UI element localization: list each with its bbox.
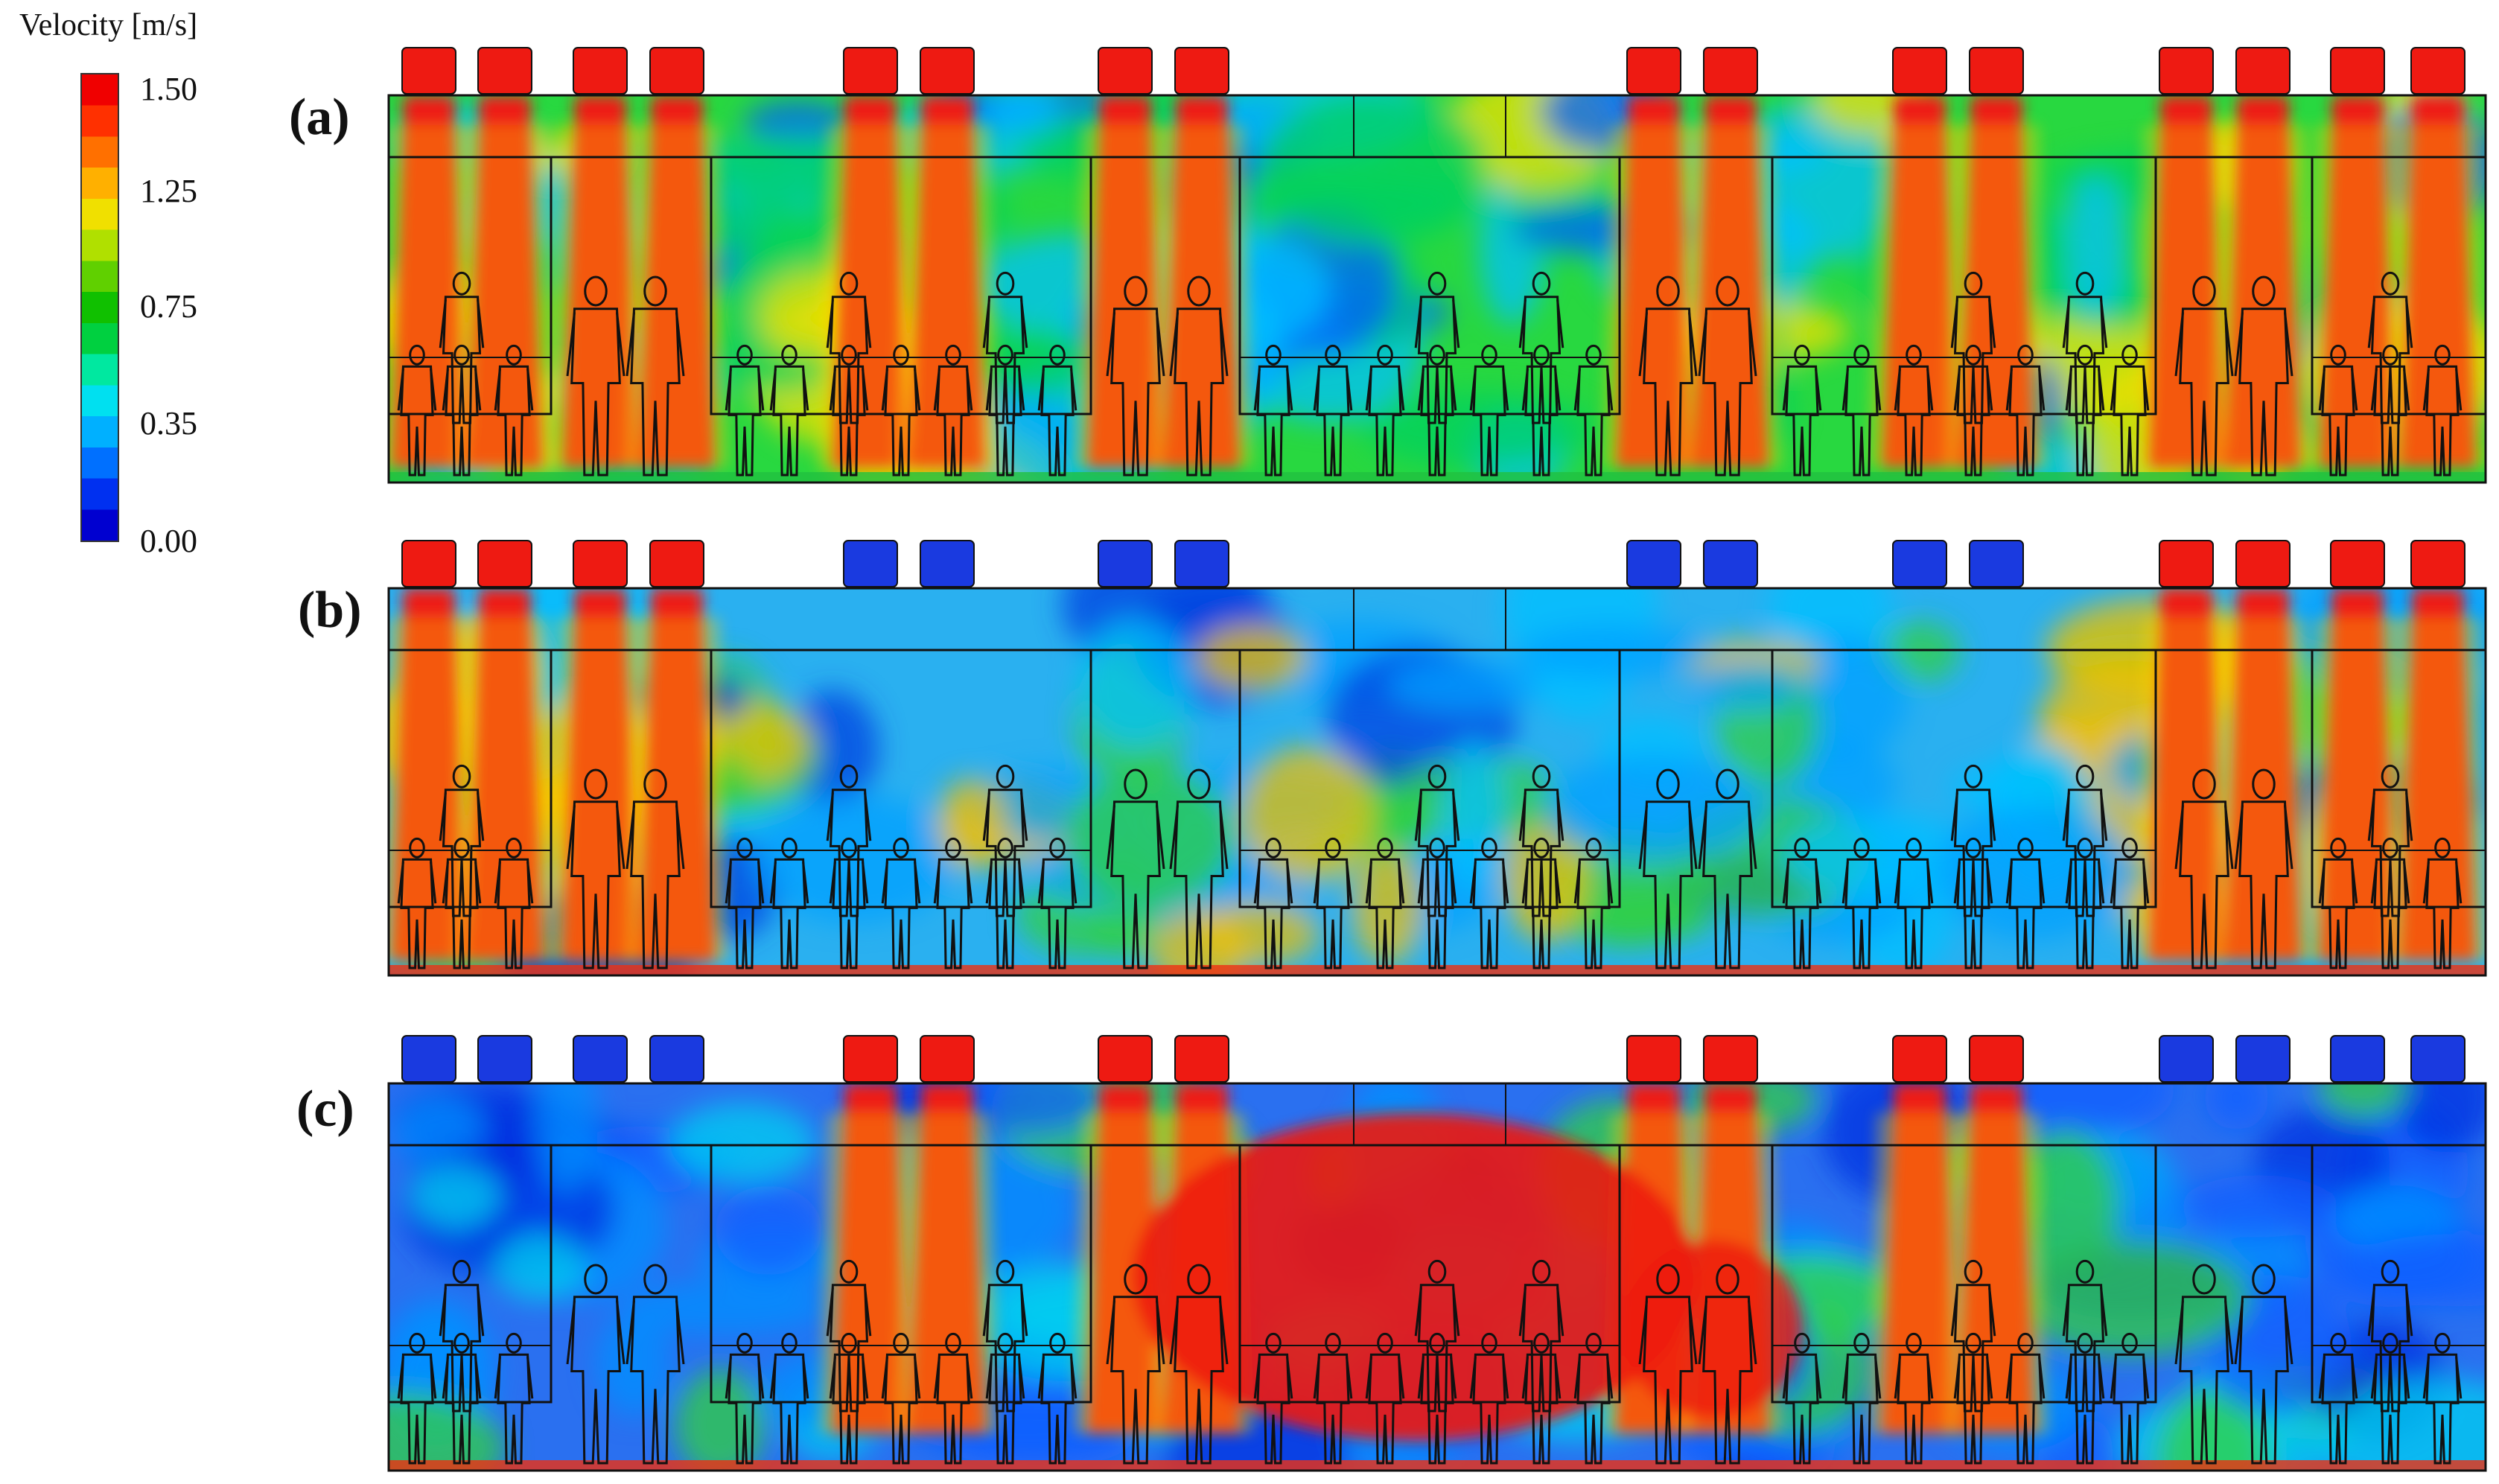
- inlet-hot: [1174, 47, 1229, 95]
- panel-label-a: (a): [289, 89, 350, 146]
- legend-tick: 0.75: [140, 288, 197, 325]
- inlet-cold: [1703, 540, 1758, 587]
- inlet-hot: [477, 540, 532, 587]
- inlet-hot: [401, 540, 456, 587]
- inlet-cold: [401, 1035, 456, 1083]
- legend-tick: 0.00: [140, 523, 197, 559]
- panel-b: [387, 540, 2487, 977]
- legend-tick: 1.25: [140, 173, 197, 209]
- inlet-cold: [477, 1035, 532, 1083]
- inlet-hot: [649, 540, 704, 587]
- inlet-cold: [1892, 540, 1947, 587]
- panel-c: [387, 1035, 2487, 1472]
- inlet-hot: [477, 47, 532, 95]
- inlet-hot: [2410, 47, 2465, 95]
- inlet-hot: [1098, 1035, 1153, 1083]
- inlet-hot: [1098, 47, 1153, 95]
- inlet-hot: [2235, 47, 2291, 95]
- inlet-hot: [2159, 540, 2214, 587]
- inlet-cold: [573, 1035, 628, 1083]
- inlet-hot: [1969, 47, 2024, 95]
- inlet-hot: [2235, 540, 2291, 587]
- inlet-hot: [2159, 47, 2214, 95]
- legend-tick: 1.50: [140, 71, 197, 107]
- inlet-cold: [2235, 1035, 2291, 1083]
- inlet-cold: [1626, 540, 1681, 587]
- inlet-cold: [649, 1035, 704, 1083]
- inlet-hot: [1703, 47, 1758, 95]
- legend-colorbar: [80, 73, 119, 542]
- inlet-cold: [1174, 540, 1229, 587]
- inlet-hot: [1626, 1035, 1681, 1083]
- inlet-hot: [843, 47, 898, 95]
- inlet-hot: [401, 47, 456, 95]
- inlet-hot: [1892, 1035, 1947, 1083]
- inlet-hot: [2410, 540, 2465, 587]
- inlet-cold: [2159, 1035, 2214, 1083]
- inlet-hot: [1703, 1035, 1758, 1083]
- panel-a: [387, 47, 2487, 484]
- inlet-cold: [1098, 540, 1153, 587]
- inlet-hot: [920, 1035, 975, 1083]
- inlet-hot: [573, 47, 628, 95]
- inlet-hot: [920, 47, 975, 95]
- inlet-cold: [1969, 540, 2024, 587]
- inlet-cold: [920, 540, 975, 587]
- inlet-cold: [2410, 1035, 2465, 1083]
- inlet-hot: [843, 1035, 898, 1083]
- inlet-hot: [1969, 1035, 2024, 1083]
- legend-tick: 0.35: [140, 405, 197, 442]
- velocity-legend: Velocity [m/s] 1.50 1.25 0.75 0.35 0.00: [0, 0, 268, 566]
- panel-label-b: (b): [298, 582, 362, 639]
- inlet-hot: [1626, 47, 1681, 95]
- inlet-hot: [573, 540, 628, 587]
- legend-title: Velocity [m/s]: [19, 8, 198, 42]
- inlet-cold: [843, 540, 898, 587]
- inlet-hot: [1174, 1035, 1229, 1083]
- inlet-hot: [2330, 540, 2385, 587]
- inlet-hot: [1892, 47, 1947, 95]
- inlet-hot: [2330, 47, 2385, 95]
- inlet-hot: [649, 47, 704, 95]
- inlet-cold: [2330, 1035, 2385, 1083]
- panel-label-c: (c): [296, 1080, 354, 1138]
